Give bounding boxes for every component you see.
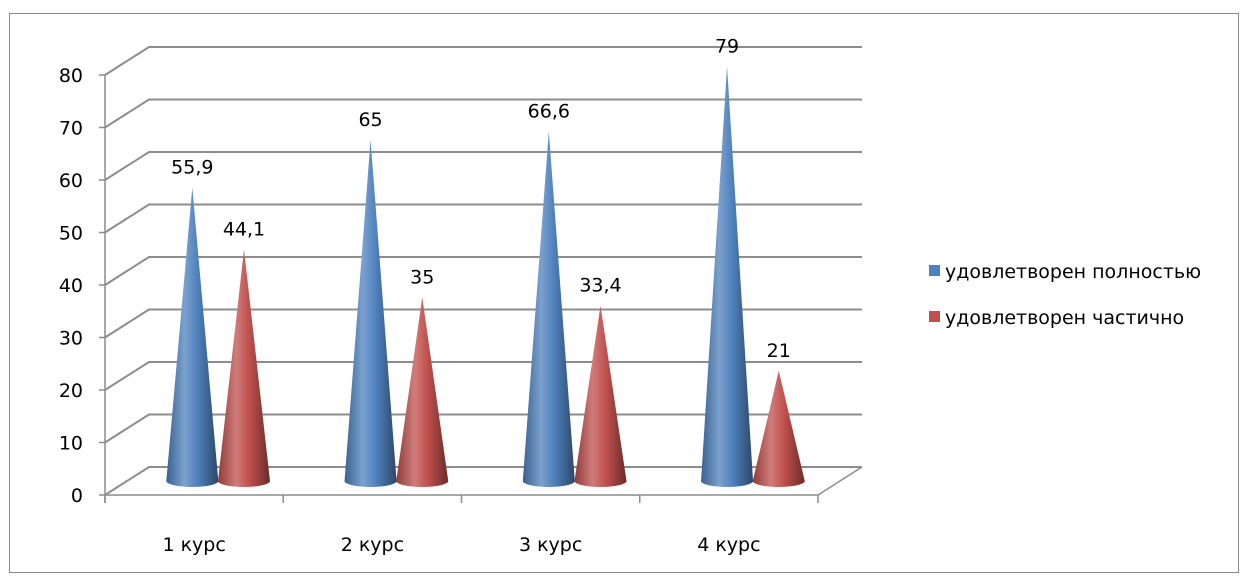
data-label: 35 [410, 266, 434, 288]
data-label: 44,1 [223, 218, 265, 240]
cone-bar [396, 297, 449, 488]
cone-bar [701, 66, 754, 488]
x-category-label: 4 курс [697, 534, 760, 556]
legend-swatch [929, 265, 940, 276]
cone-bar [522, 131, 575, 488]
y-tick-label: 20 [59, 380, 83, 402]
labels-layer: 0 10 20 30 40 50 60 70 80 1 курс 2 курс 3 курс 4 кур… [59, 35, 791, 556]
cone-body [752, 370, 805, 488]
cone-body [344, 139, 397, 488]
gridline [104, 361, 862, 391]
y-tick-label: 80 [59, 65, 83, 87]
cone-bar [752, 370, 805, 488]
data-label: 55,9 [171, 157, 213, 179]
y-tick-label: 10 [59, 433, 83, 455]
cone-bar [166, 187, 219, 488]
gridline [104, 308, 862, 339]
gridline [104, 98, 862, 129]
cone-body [701, 66, 754, 488]
data-label: 79 [715, 35, 739, 57]
cone-bar [574, 305, 627, 488]
data-label: 33,4 [579, 275, 621, 297]
gridline [104, 256, 862, 286]
cone-bar [217, 249, 270, 488]
gridline [104, 203, 862, 234]
x-category-label: 3 курс [519, 534, 582, 556]
x-category-label: 2 курс [341, 534, 404, 556]
cone-body [574, 305, 627, 488]
y-tick-label: 30 [59, 328, 83, 350]
cone-bar [344, 139, 397, 488]
gridline [104, 151, 862, 181]
y-tick-label: 50 [59, 223, 83, 245]
y-tick-label: 0 [71, 485, 83, 507]
gridline [104, 46, 862, 76]
legend-layer: удовлетворен полностью удовлетворен части… [929, 261, 1201, 329]
cone-body [396, 297, 449, 488]
cone-body [217, 249, 270, 488]
legend-label: удовлетворен частично [945, 307, 1184, 329]
cone-body [522, 131, 575, 488]
gridline [104, 413, 862, 444]
y-tick-label: 60 [59, 170, 83, 192]
x-category-label: 1 курс [162, 534, 225, 556]
bars-layer [166, 66, 805, 488]
y-tick-label: 40 [59, 275, 83, 297]
data-label: 65 [358, 109, 382, 131]
y-tick-label: 70 [59, 118, 83, 140]
legend-swatch [929, 311, 940, 322]
data-label: 21 [767, 340, 791, 362]
cone-body [166, 187, 219, 488]
legend-label: удовлетворен полностью [945, 261, 1201, 283]
axis-layer [99, 74, 863, 503]
data-label: 66,6 [528, 100, 570, 122]
